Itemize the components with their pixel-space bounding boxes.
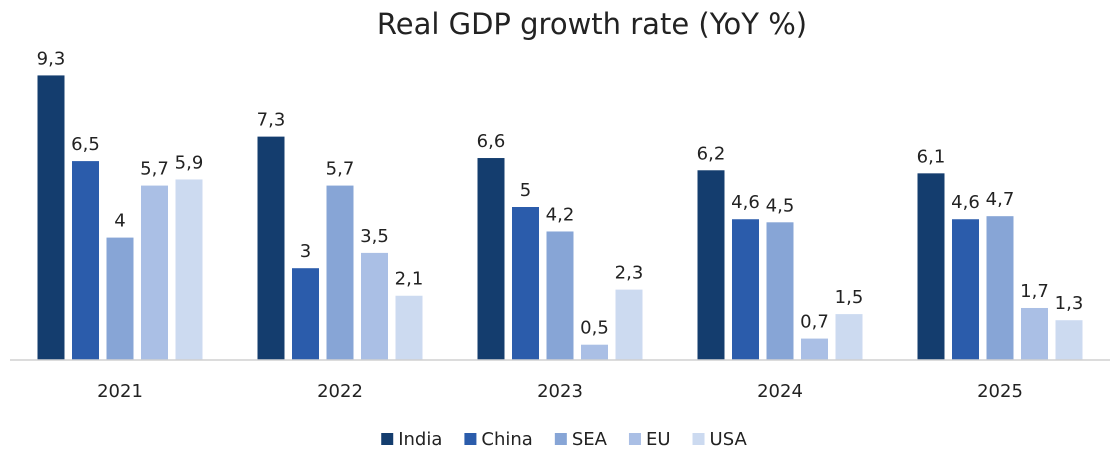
- data-label: 4,6: [951, 192, 980, 213]
- data-label: 5: [520, 180, 531, 201]
- x-tick-label: 2022: [317, 381, 363, 402]
- legend-label: EU: [646, 429, 671, 450]
- data-label: 6,2: [697, 143, 726, 164]
- bar: [141, 185, 168, 360]
- bar: [361, 252, 388, 360]
- bar: [615, 289, 643, 360]
- bar: [477, 158, 505, 360]
- bar: [766, 222, 794, 360]
- bar: [175, 179, 203, 360]
- data-label: 9,3: [37, 48, 66, 69]
- data-label: 5,9: [175, 152, 204, 173]
- data-label: 7,3: [257, 110, 286, 131]
- data-label: 6,5: [71, 134, 100, 155]
- bar: [106, 237, 134, 360]
- legend-swatch: [692, 433, 705, 445]
- data-label: 2,1: [395, 269, 424, 290]
- bar: [1055, 320, 1083, 360]
- bar: [697, 170, 725, 360]
- x-tick-label: 2023: [537, 381, 583, 402]
- bar: [732, 219, 759, 360]
- bar: [257, 136, 285, 360]
- x-tick-label: 2025: [977, 381, 1023, 402]
- bar: [72, 161, 99, 360]
- bar: [835, 314, 863, 360]
- data-label: 0,7: [800, 312, 829, 333]
- data-label: 4,7: [986, 189, 1015, 210]
- data-label: 3: [300, 241, 311, 262]
- legend-swatch: [464, 433, 477, 445]
- legend-label: SEA: [572, 429, 608, 450]
- legend-swatch: [554, 433, 567, 445]
- bar: [986, 216, 1014, 360]
- bar: [326, 185, 354, 360]
- legend-label: China: [481, 429, 532, 450]
- data-label: 4,5: [766, 195, 795, 216]
- legend-swatch: [381, 433, 394, 445]
- data-label: 4,6: [731, 192, 760, 213]
- legend-label: USA: [710, 429, 748, 450]
- data-label: 6,1: [917, 146, 946, 167]
- bar: [546, 231, 574, 360]
- bar: [37, 75, 65, 361]
- data-label: 5,7: [140, 159, 169, 180]
- bar: [917, 173, 945, 360]
- legend-label: India: [398, 429, 442, 450]
- x-tick-label: 2021: [97, 381, 143, 402]
- data-label: 0,5: [580, 318, 609, 339]
- bar: [1021, 307, 1048, 360]
- data-label: 4: [114, 211, 125, 232]
- bar: [801, 338, 828, 360]
- data-label: 5,7: [326, 159, 355, 180]
- x-tick-label: 2024: [757, 381, 803, 402]
- bar: [395, 295, 423, 360]
- data-label: 1,7: [1020, 281, 1049, 302]
- data-label: 3,5: [360, 226, 389, 247]
- bar: [292, 268, 319, 360]
- data-label: 1,5: [835, 287, 864, 308]
- bar: [952, 219, 979, 360]
- data-label: 2,3: [615, 263, 644, 284]
- bar: [512, 207, 539, 360]
- data-label: 4,2: [546, 204, 575, 225]
- legend-swatch: [628, 433, 641, 445]
- bar: [581, 344, 608, 360]
- data-label: 1,3: [1055, 293, 1084, 314]
- chart-title: Real GDP growth rate (YoY %): [377, 7, 807, 41]
- data-label: 6,6: [477, 131, 506, 152]
